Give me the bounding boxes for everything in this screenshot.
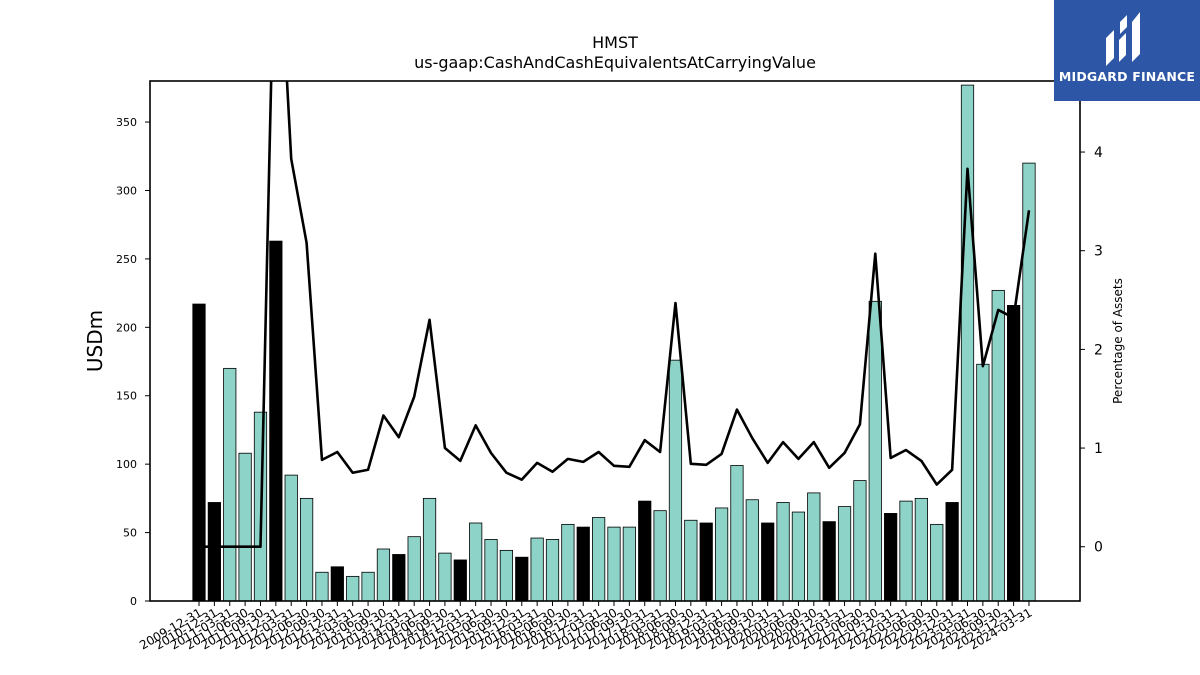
logo-badge: MIDGARD FINANCE	[1054, 0, 1200, 101]
bar	[914, 497, 928, 602]
line-group	[199, 81, 1031, 549]
y-tick-label: 100	[116, 458, 137, 471]
bar	[438, 552, 452, 602]
bar	[453, 559, 467, 602]
y2-tick-label: 0	[1094, 540, 1103, 556]
y-tick-label: 0	[130, 595, 137, 608]
y-tick-label: 200	[116, 321, 137, 334]
bar	[576, 526, 590, 602]
bar	[238, 452, 252, 602]
left-axis-ticks: 0 50 100 150 200 250 300 350	[116, 116, 150, 608]
bar	[684, 519, 698, 602]
bar	[361, 571, 375, 602]
bar	[745, 499, 759, 602]
bar	[376, 548, 391, 602]
bar	[714, 507, 729, 602]
bar	[837, 506, 852, 602]
logo-text: MIDGARD FINANCE	[1058, 69, 1196, 84]
y2-tick-label: 4	[1094, 145, 1103, 161]
bar	[484, 539, 498, 602]
bar	[499, 549, 514, 602]
bar	[776, 502, 790, 602]
bar	[991, 289, 1005, 602]
y-tick-label: 350	[116, 116, 137, 129]
y2-tick-label: 2	[1094, 342, 1103, 358]
bar	[960, 84, 975, 602]
bar	[622, 526, 636, 602]
percentage-line	[199, 81, 1031, 549]
bar	[561, 523, 575, 602]
chart-title: HMST	[592, 33, 638, 52]
bar	[1022, 162, 1036, 602]
bar	[223, 367, 237, 602]
plot-frame	[149, 80, 1081, 602]
bar	[807, 492, 821, 602]
bar	[192, 303, 206, 602]
bar	[945, 502, 959, 602]
bar	[868, 300, 882, 602]
bar	[730, 465, 744, 602]
bar	[392, 554, 406, 602]
bar	[207, 502, 221, 602]
bar	[1007, 305, 1021, 602]
axes-group	[149, 80, 1081, 602]
bar	[530, 537, 544, 602]
x-axis-ticks: 2009-12-312010-12-312011-03-312011-06-30…	[137, 601, 1034, 652]
bar	[407, 536, 421, 602]
bar	[299, 497, 314, 602]
bar	[899, 500, 913, 602]
bar	[330, 566, 344, 602]
bars-group	[192, 84, 1036, 602]
bar	[791, 511, 806, 602]
bar	[346, 575, 360, 602]
y-tick-label: 150	[116, 390, 137, 403]
y-tick-label: 300	[116, 184, 137, 197]
bar	[976, 363, 990, 602]
bar	[822, 521, 836, 602]
bar	[653, 510, 667, 602]
bar	[284, 474, 298, 602]
bar	[930, 523, 944, 602]
bar	[853, 480, 867, 602]
midgard-logo-icon	[1106, 12, 1140, 66]
bar	[884, 513, 898, 602]
y-axis-label: USDm	[83, 310, 107, 372]
right-axis-ticks: 0 1 2 3 4	[1080, 145, 1103, 556]
y2-tick-label: 1	[1094, 441, 1103, 457]
bar	[469, 522, 483, 602]
y2-tick-label: 3	[1094, 244, 1103, 260]
chart-subtitle: us-gaap:CashAndCashEquivalentsAtCarrying…	[414, 53, 816, 72]
bar	[315, 571, 329, 602]
bar	[668, 359, 683, 602]
bar	[269, 240, 283, 602]
bar	[545, 539, 560, 602]
bar	[592, 517, 606, 602]
y-tick-label: 50	[123, 527, 137, 540]
bar	[607, 526, 621, 602]
bar	[515, 556, 529, 602]
bar	[761, 522, 775, 602]
bar	[699, 522, 713, 602]
y2-axis-label: Percentage of Assets	[1111, 278, 1125, 404]
bar	[422, 497, 437, 602]
y-tick-label: 250	[116, 253, 137, 266]
bar	[638, 500, 652, 602]
